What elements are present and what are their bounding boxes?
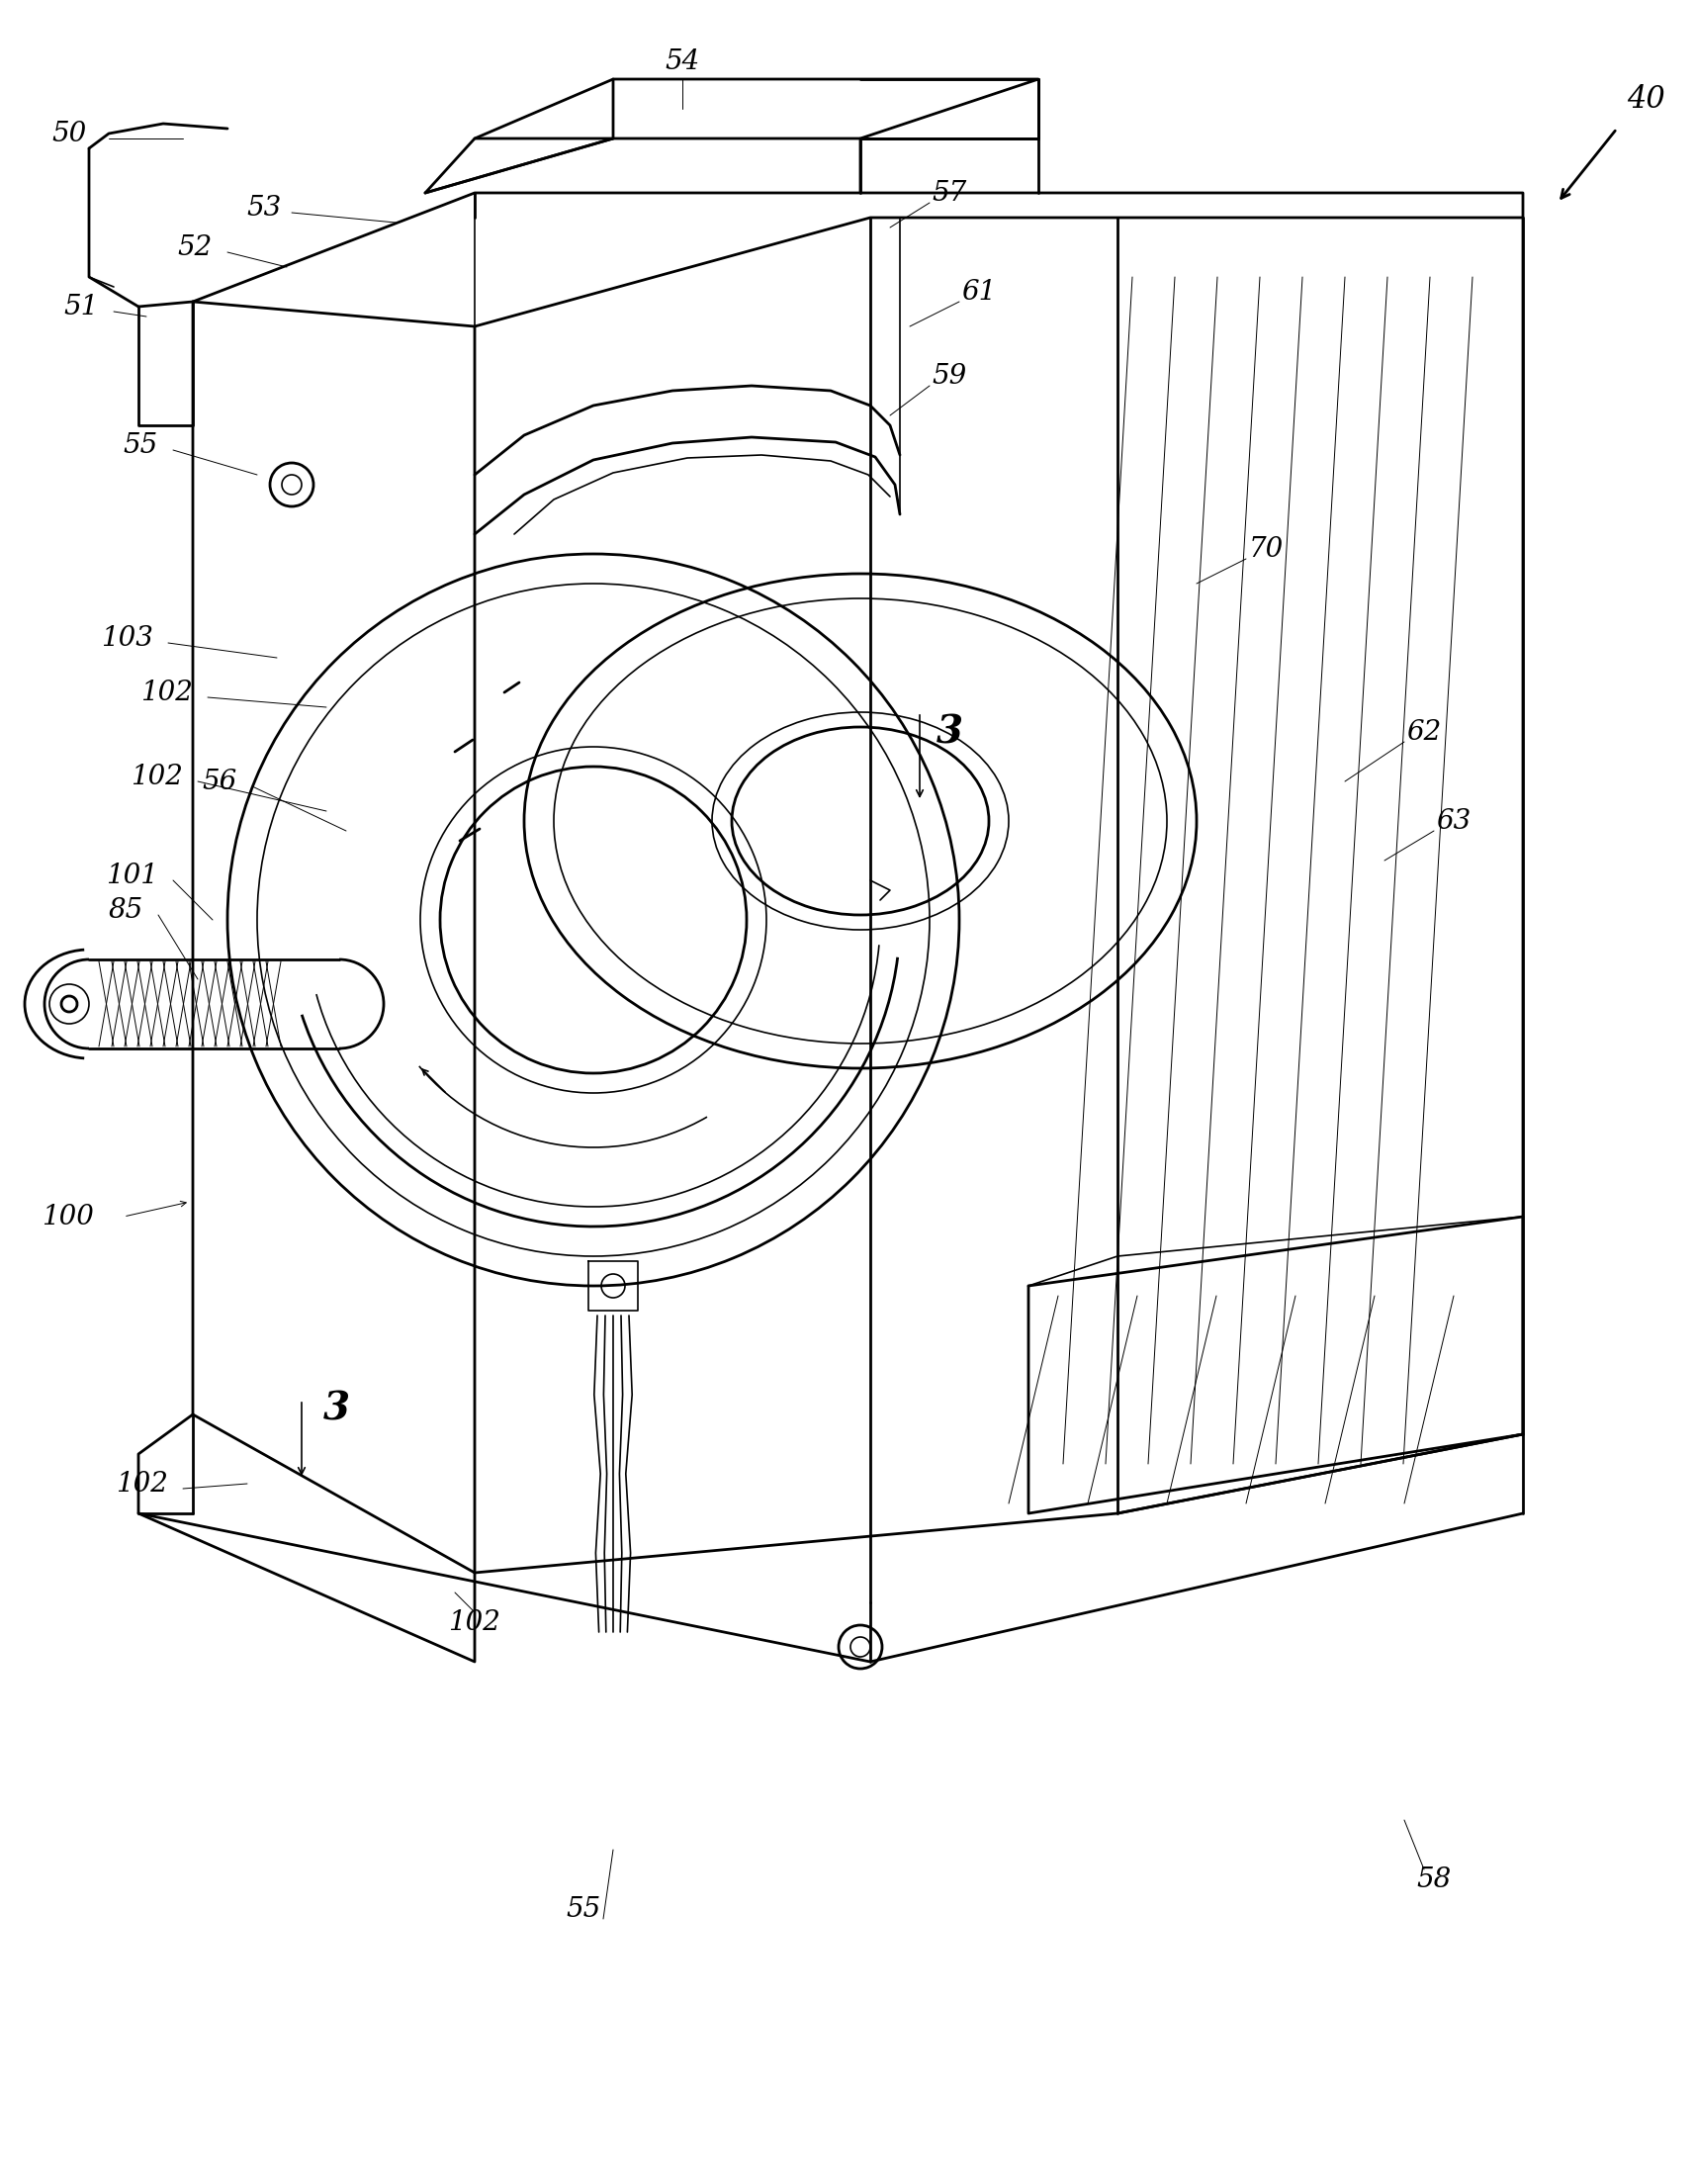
- Text: 56: 56: [202, 769, 237, 795]
- Text: 102: 102: [141, 679, 193, 705]
- Text: 54: 54: [664, 48, 700, 74]
- Text: 3: 3: [322, 1391, 349, 1428]
- Text: 3: 3: [936, 714, 963, 751]
- Text: 102: 102: [115, 1470, 168, 1496]
- Text: 63: 63: [1436, 808, 1470, 834]
- Text: 101: 101: [105, 863, 158, 889]
- Text: 40: 40: [1626, 83, 1664, 114]
- Text: 55: 55: [566, 1896, 600, 1922]
- Text: 58: 58: [1415, 1865, 1451, 1894]
- Text: 57: 57: [931, 179, 966, 205]
- Text: 100: 100: [42, 1203, 93, 1230]
- Text: 70: 70: [1248, 535, 1283, 561]
- Text: 52: 52: [178, 234, 212, 260]
- Text: 51: 51: [64, 293, 98, 321]
- Text: 50: 50: [53, 120, 86, 146]
- Text: 55: 55: [124, 432, 158, 459]
- Text: 62: 62: [1405, 719, 1441, 745]
- Text: 53: 53: [247, 194, 281, 221]
- Text: 85: 85: [108, 898, 144, 924]
- Text: 102: 102: [447, 1610, 500, 1636]
- Text: 61: 61: [961, 277, 997, 306]
- Text: 59: 59: [931, 363, 966, 389]
- Text: 103: 103: [102, 625, 153, 651]
- Text: 102: 102: [131, 762, 183, 791]
